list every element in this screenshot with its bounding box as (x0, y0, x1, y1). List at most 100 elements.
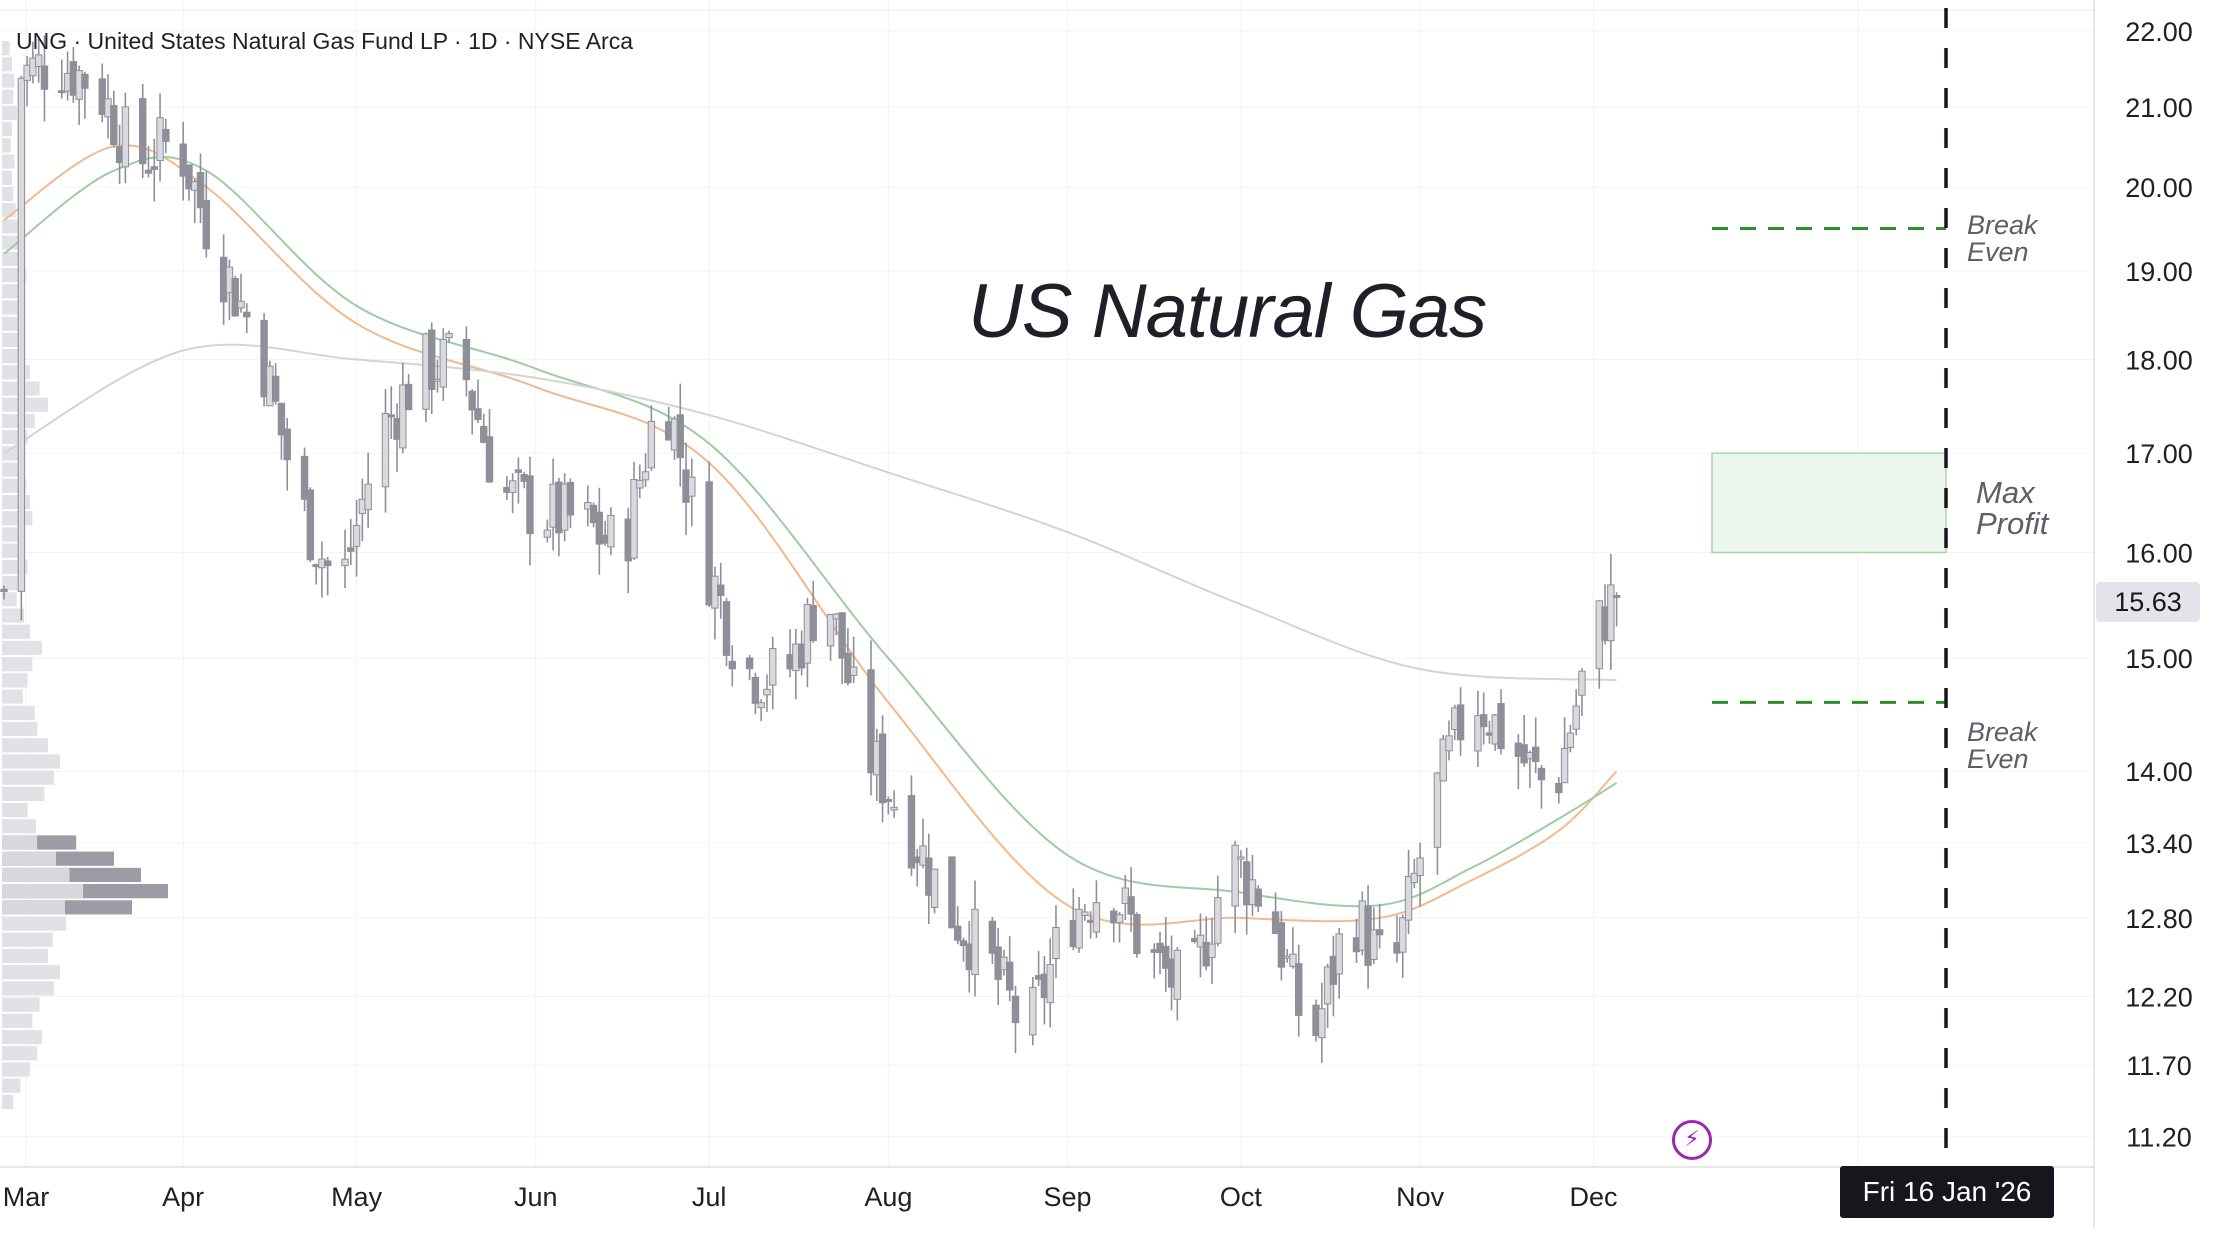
candle-body (98, 78, 106, 115)
candle-body (58, 90, 66, 94)
candle-body (1295, 963, 1303, 1016)
candle-body (1081, 911, 1089, 916)
cursor-date-label: Fri 16 Jan '26 (1840, 1166, 2054, 1218)
candle-body (1092, 902, 1101, 933)
volume-profile-bar (2, 673, 28, 688)
volume-profile-bar (2, 835, 38, 850)
y-tick-label: 15.00 (2125, 644, 2193, 674)
moving-average-line (3, 155, 1618, 908)
volume-profile-bar (2, 721, 38, 737)
candle-body (1231, 844, 1239, 907)
y-tick-label: 22.00 (2125, 17, 2193, 47)
chart-axes: Mar Apr May Jun Jul Aug Sep Oct Nov Dec 22.00 21.00… (0, 0, 2193, 1228)
x-tick-label: May (331, 1182, 383, 1212)
x-tick-label: Nov (1396, 1182, 1445, 1212)
candle-body (277, 402, 286, 436)
symbol-title[interactable]: UNG · United States Natural Gas Fund LP … (16, 28, 633, 54)
volume-profile-bar (2, 802, 28, 818)
candle-body (1474, 715, 1482, 752)
y-tick-label: 14.00 (2125, 757, 2193, 787)
candle-body (428, 329, 436, 391)
candle-body (566, 481, 575, 516)
y-tick-label: 17.00 (2125, 439, 2193, 469)
candle-body (1445, 735, 1453, 752)
candle-body (1052, 927, 1060, 960)
candle-body (722, 601, 731, 656)
candle-body (364, 483, 372, 511)
candle-body (1318, 1008, 1326, 1039)
volume-profile-bar (2, 819, 36, 834)
chart-title: US Natural Gas (968, 269, 1487, 354)
volume-profile-bar (2, 657, 33, 672)
x-tick-label: Dec (1569, 1182, 1617, 1212)
volume-profile-bar (2, 203, 16, 218)
candle-body (0, 588, 8, 592)
volume-profile-bar (2, 41, 10, 56)
candle-body (1173, 949, 1182, 1000)
candle-body (1410, 872, 1419, 884)
candle-body (1399, 917, 1407, 953)
volume-profile-bar (2, 576, 21, 591)
candle-body (1370, 929, 1378, 961)
volume-profile-bar (2, 186, 14, 202)
candle-body (988, 920, 997, 954)
candle-body (162, 128, 170, 142)
moving-average-line (3, 144, 1618, 926)
candle-body (1011, 995, 1020, 1024)
y-tick-label: 18.00 (2125, 346, 2193, 376)
volume-profile-bar (2, 624, 30, 639)
candle-body (809, 605, 817, 642)
strategy-zones (1711, 8, 1948, 1160)
candle-body (1375, 929, 1384, 936)
candle-body (439, 338, 447, 388)
volume-profile-bar (2, 138, 11, 153)
candle-body (341, 558, 349, 567)
candle-body (144, 169, 153, 174)
candle-body (1121, 887, 1130, 905)
volume-profile-bar (2, 349, 21, 364)
candle-body (1578, 670, 1586, 696)
candle-body (1075, 908, 1083, 949)
y-tick-label: 13.40 (2125, 829, 2193, 859)
candle-body (399, 384, 407, 449)
volume-profile (2, 41, 168, 1109)
candle-body (179, 143, 187, 177)
x-tick-label: Aug (864, 1182, 912, 1212)
candle-body (890, 806, 898, 811)
candle-body (1277, 922, 1286, 968)
volume-profile-bar (2, 592, 17, 607)
volume-profile-bar (2, 705, 35, 720)
volume-profile-bar (2, 997, 40, 1012)
volume-profile-bar (2, 1029, 42, 1045)
candle-body (763, 688, 771, 696)
volume-profile-bar (2, 170, 12, 185)
candle-body (1572, 705, 1580, 730)
candle-body (954, 925, 962, 941)
moving-averages (3, 144, 1618, 926)
volume-profile-bar (2, 689, 23, 704)
candle-body (243, 311, 251, 318)
chart-grid (0, 0, 2094, 1167)
candle-body (607, 514, 615, 548)
candlestick-series (0, 35, 1621, 1063)
volume-profile-bar (2, 948, 48, 964)
volume-profile-bar (2, 105, 17, 121)
candle-body (769, 647, 777, 686)
candle-body (1162, 945, 1170, 969)
break-even-lower-label: Break Even (1967, 717, 2038, 774)
volume-profile-bar (2, 754, 60, 769)
candle-body (445, 332, 453, 339)
candle-body (34, 54, 43, 68)
max-profit-label: Max Profit (1976, 475, 2049, 541)
volume-profile-bar (2, 770, 54, 785)
lightning-bolt-icon[interactable]: ⚡ (1672, 1120, 1712, 1160)
candle-body (1497, 703, 1505, 750)
volume-profile-bar (2, 300, 20, 315)
volume-profile-bar (2, 494, 30, 510)
candle-body (17, 77, 26, 592)
candle-body (930, 868, 939, 908)
candle-body (1208, 943, 1216, 959)
candle-body (1127, 896, 1135, 915)
y-tick-label: 12.20 (2125, 983, 2193, 1013)
